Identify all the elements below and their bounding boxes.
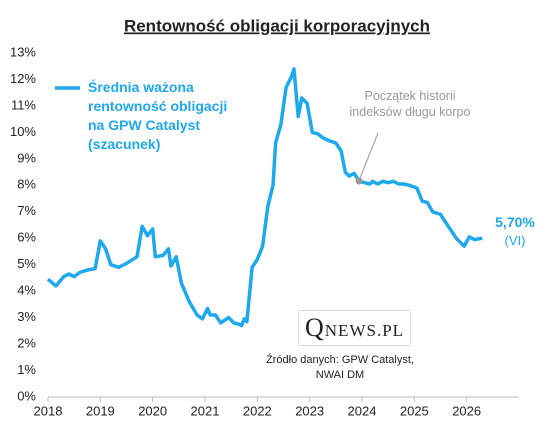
last-value-label: 5,70% <box>495 214 535 230</box>
legend-label: Średnia ważona rentowność obligacji na G… <box>88 79 228 152</box>
annotation-dot <box>355 177 363 185</box>
y-tick-label: 11% <box>11 97 36 112</box>
y-tick-label: 10% <box>10 124 36 139</box>
x-tick-label: 2026 <box>452 403 481 418</box>
data-line <box>46 67 483 328</box>
y-tick-label: 8% <box>17 177 36 192</box>
y-tick-label: 6% <box>17 230 36 245</box>
last-period-label: (VI) <box>504 233 526 248</box>
y-tick-label: 12% <box>10 71 36 86</box>
y-tick-label: 3% <box>17 309 36 324</box>
x-tick-label: 2022 <box>243 403 272 418</box>
y-tick-label: 13% <box>10 44 36 59</box>
y-tick-label: 0% <box>17 388 36 403</box>
y-tick-label: 4% <box>17 283 36 298</box>
source: Źródło danych: GPW Catalyst, NWAI DM <box>266 354 414 381</box>
x-tick-label: 2019 <box>86 403 115 418</box>
x-tick-label: 2024 <box>348 403 377 418</box>
logo: QNEWS.PL <box>298 310 412 346</box>
y-tick-label: 9% <box>17 150 36 165</box>
x-tick-label: 2020 <box>138 403 167 418</box>
y-tick-label: 1% <box>17 362 36 377</box>
y-tick-label: 2% <box>17 336 36 351</box>
x-tick-label: 2021 <box>191 403 220 418</box>
x-tick-label: 2023 <box>295 403 324 418</box>
y-tick-label: 5% <box>17 256 36 271</box>
chart-title: Rentowność obligacji korporacyjnych <box>124 16 430 35</box>
y-tick-label: 7% <box>17 203 36 218</box>
x-tick-label: 2025 <box>400 403 429 418</box>
annotation: Początek historii indeksów długu korpo <box>349 89 471 119</box>
annotation-arrow <box>359 132 379 179</box>
x-tick-label: 2018 <box>34 403 63 418</box>
